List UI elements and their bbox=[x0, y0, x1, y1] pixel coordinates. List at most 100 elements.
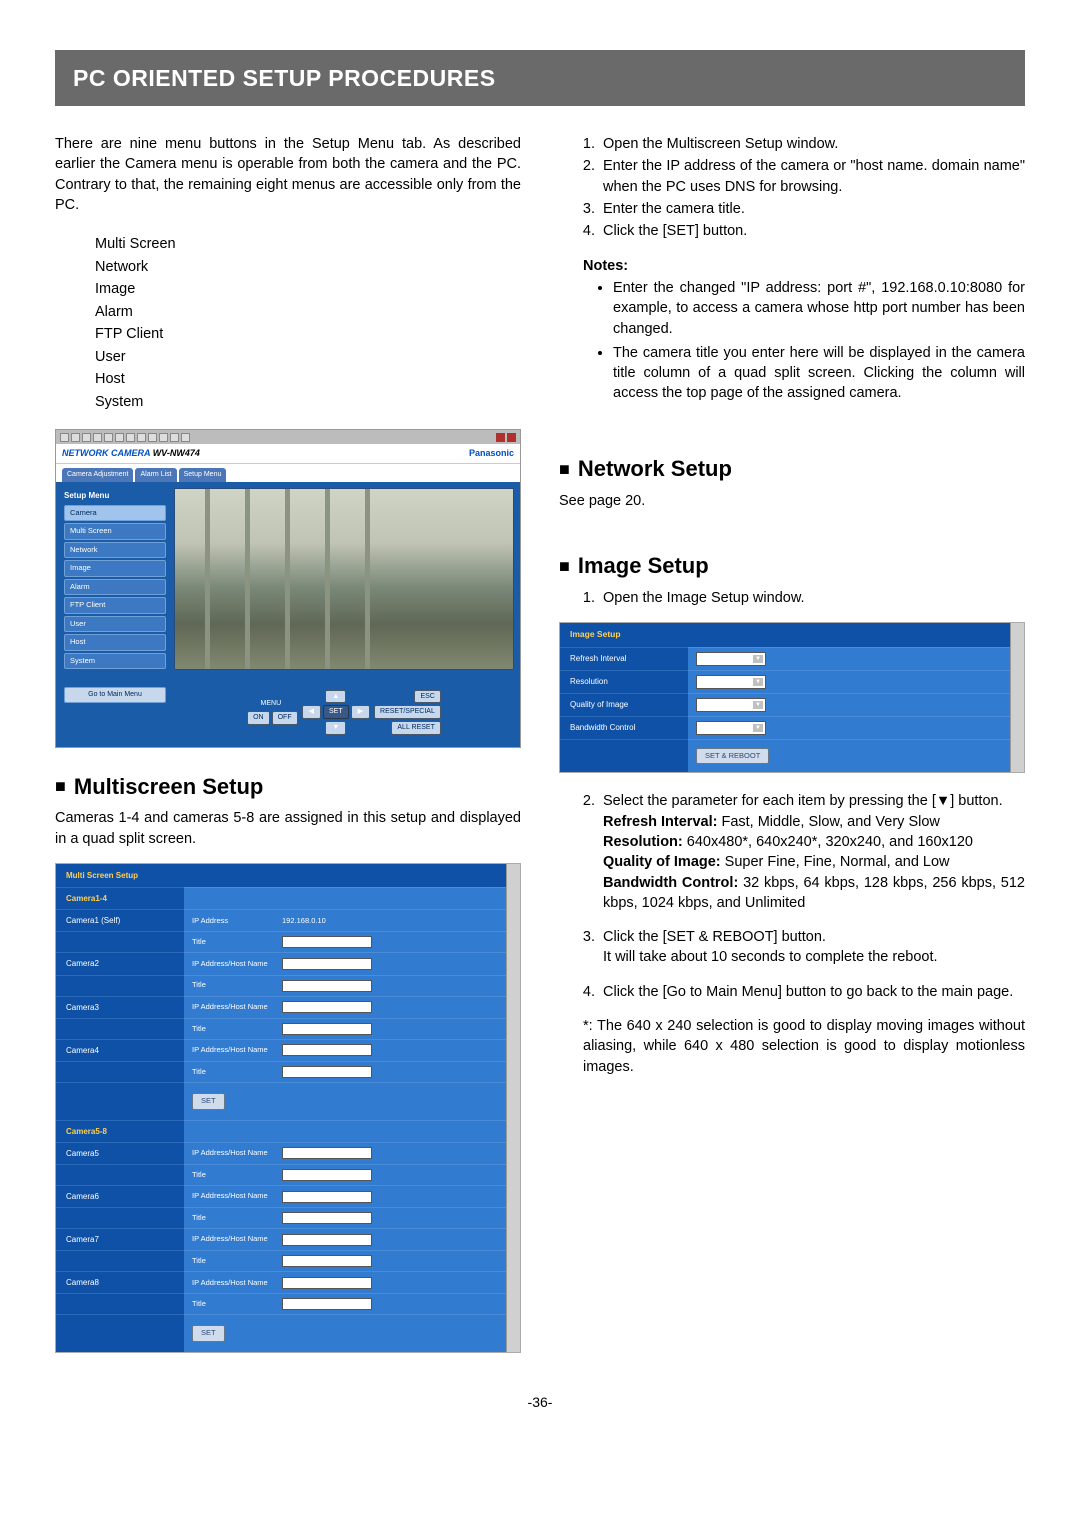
window-controls bbox=[496, 433, 516, 442]
arrow-right-button[interactable]: ▶ bbox=[351, 705, 370, 719]
menu-list: Multi Screen Network Image Alarm FTP Cli… bbox=[95, 233, 521, 413]
titlebar bbox=[56, 430, 520, 444]
sidebar-item-image[interactable]: Image bbox=[64, 560, 166, 577]
camera4-ip-input[interactable] bbox=[282, 1044, 372, 1056]
menu-item: Network bbox=[95, 256, 521, 278]
bandwidth-select[interactable]: Unlimited bbox=[696, 721, 766, 735]
camera8-title-input[interactable] bbox=[282, 1298, 372, 1310]
arrow-left-button[interactable]: ◀ bbox=[302, 705, 321, 719]
quality-select[interactable]: Fine bbox=[696, 698, 766, 712]
quality-def-val: Super Fine, Fine, Normal, and Low bbox=[721, 854, 950, 870]
camera8-ip-input[interactable] bbox=[282, 1277, 372, 1289]
header-bar: PC ORIENTED SETUP PROCEDURES bbox=[55, 50, 1025, 106]
resolution-def-label: Resolution: bbox=[603, 834, 683, 850]
bandwidth-def-label: Bandwidth Control: bbox=[603, 875, 738, 891]
arrow-up-button[interactable]: ▲ bbox=[325, 690, 346, 704]
control-bar: MENU ON OFF ▲ ◀ SET bbox=[174, 690, 514, 743]
multiscreen-screenshot: Multi Screen Setup Camera1-4 Camera1 (Se… bbox=[55, 863, 521, 1353]
sidebar-title: Setup Menu bbox=[64, 490, 166, 501]
resolution-select[interactable]: 320x240 bbox=[696, 675, 766, 689]
see-page: See page 20. bbox=[559, 491, 1025, 511]
menu-item: System bbox=[95, 391, 521, 413]
step-item: Enter the camera title. bbox=[599, 199, 1025, 219]
set-button[interactable]: SET bbox=[323, 705, 349, 719]
group-label-2: Camera5-8 bbox=[56, 1120, 184, 1142]
camera4-label: Camera4 bbox=[56, 1039, 184, 1061]
camera5-title-input[interactable] bbox=[282, 1169, 372, 1181]
page-number: -36- bbox=[55, 1393, 1025, 1413]
multiscreen-steps: Open the Multiscreen Setup window. Enter… bbox=[599, 134, 1025, 241]
sidebar-item-multiscreen[interactable]: Multi Screen bbox=[64, 523, 166, 540]
step-item: Click the [SET] button. bbox=[599, 221, 1025, 241]
camera8-label: Camera8 bbox=[56, 1271, 184, 1293]
step-item: Select the parameter for each item by pr… bbox=[599, 791, 1025, 913]
step-item: Click the [Go to Main Menu] button to go… bbox=[599, 982, 1025, 1002]
note-item: Enter the changed "IP address: port #", … bbox=[613, 278, 1025, 339]
ip-label: IP Address bbox=[192, 916, 274, 927]
title-label: Title bbox=[192, 937, 274, 948]
camera5-label: Camera5 bbox=[56, 1142, 184, 1164]
right-column: Open the Multiscreen Setup window. Enter… bbox=[559, 134, 1025, 1353]
sidebar-item-host[interactable]: Host bbox=[64, 634, 166, 651]
refresh-def-val: Fast, Middle, Slow, and Very Slow bbox=[717, 814, 939, 830]
camera1-label: Camera1 (Self) bbox=[56, 909, 184, 931]
arrow-down-button[interactable]: ▼ bbox=[325, 721, 346, 735]
camera5-ip-input[interactable] bbox=[282, 1147, 372, 1159]
sidebar-item-system[interactable]: System bbox=[64, 653, 166, 670]
on-button[interactable]: ON bbox=[247, 711, 270, 725]
refresh-select[interactable]: Fast bbox=[696, 652, 766, 666]
sidebar-item-camera[interactable]: Camera bbox=[64, 505, 166, 522]
go-main-menu-button[interactable]: Go to Main Menu bbox=[64, 687, 166, 703]
tab-camera-adjustment[interactable]: Camera Adjustment bbox=[62, 468, 133, 482]
refresh-def-label: Refresh Interval: bbox=[603, 814, 717, 830]
esc-button[interactable]: ESC bbox=[414, 690, 440, 704]
notes-list: Enter the changed "IP address: port #", … bbox=[613, 278, 1025, 404]
refresh-label: Refresh Interval bbox=[560, 647, 688, 670]
camera3-title-input[interactable] bbox=[282, 1023, 372, 1035]
set-button-1[interactable]: SET bbox=[192, 1093, 225, 1110]
ip-value: 192.168.0.10 bbox=[282, 916, 326, 927]
video-preview bbox=[174, 488, 514, 670]
quality-label: Quality of Image bbox=[560, 693, 688, 716]
camera7-ip-input[interactable] bbox=[282, 1234, 372, 1246]
intro-text: There are nine menu buttons in the Setup… bbox=[55, 134, 521, 215]
menu-item: Host bbox=[95, 368, 521, 390]
set-button-2[interactable]: SET bbox=[192, 1325, 225, 1342]
camera3-ip-input[interactable] bbox=[282, 1001, 372, 1013]
setup-sidebar: Setup Menu Camera Multi Screen Network I… bbox=[56, 482, 174, 747]
off-button[interactable]: OFF bbox=[272, 711, 298, 725]
panel-title: Image Setup bbox=[560, 623, 1011, 647]
network-title: Network Setup bbox=[559, 454, 1025, 485]
camera1-title-input[interactable] bbox=[282, 936, 372, 948]
camera7-title-input[interactable] bbox=[282, 1255, 372, 1267]
camera4-title-input[interactable] bbox=[282, 1066, 372, 1078]
set-reboot-button[interactable]: SET & REBOOT bbox=[696, 748, 769, 765]
sidebar-item-ftp[interactable]: FTP Client bbox=[64, 597, 166, 614]
sidebar-item-network[interactable]: Network bbox=[64, 542, 166, 559]
menu-item: Alarm bbox=[95, 301, 521, 323]
tab-bar: Camera Adjustment Alarm List Setup Menu bbox=[56, 464, 520, 482]
notes-label: Notes: bbox=[583, 256, 1025, 276]
camera2-title-input[interactable] bbox=[282, 980, 372, 992]
tab-setup-menu[interactable]: Setup Menu bbox=[179, 468, 227, 482]
camera6-title-input[interactable] bbox=[282, 1212, 372, 1224]
camera7-label: Camera7 bbox=[56, 1228, 184, 1250]
allreset-button[interactable]: ALL RESET bbox=[391, 721, 440, 735]
step-item: Click the [SET & REBOOT] button. It will… bbox=[599, 927, 1025, 968]
brand-row: NETWORK CAMERA WV-NW474 Panasonic bbox=[56, 444, 520, 464]
sidebar-item-alarm[interactable]: Alarm bbox=[64, 579, 166, 596]
setup-screenshot: NETWORK CAMERA WV-NW474 Panasonic Camera… bbox=[55, 429, 521, 747]
camera6-label: Camera6 bbox=[56, 1185, 184, 1207]
tab-alarm-list[interactable]: Alarm List bbox=[135, 468, 176, 482]
camera2-ip-input[interactable] bbox=[282, 958, 372, 970]
image-title: Image Setup bbox=[559, 551, 1025, 582]
image-steps-4: Click the [Go to Main Menu] button to go… bbox=[599, 982, 1025, 1002]
reset-button[interactable]: RESET/SPECIAL bbox=[374, 705, 441, 719]
menu-label: MENU bbox=[261, 699, 282, 709]
sidebar-item-user[interactable]: User bbox=[64, 616, 166, 633]
step-item: Open the Image Setup window. bbox=[599, 588, 1025, 608]
logo: NETWORK CAMERA WV-NW474 bbox=[62, 447, 200, 460]
image-steps-2: Select the parameter for each item by pr… bbox=[599, 791, 1025, 913]
camera3-label: Camera3 bbox=[56, 996, 184, 1018]
camera6-ip-input[interactable] bbox=[282, 1191, 372, 1203]
